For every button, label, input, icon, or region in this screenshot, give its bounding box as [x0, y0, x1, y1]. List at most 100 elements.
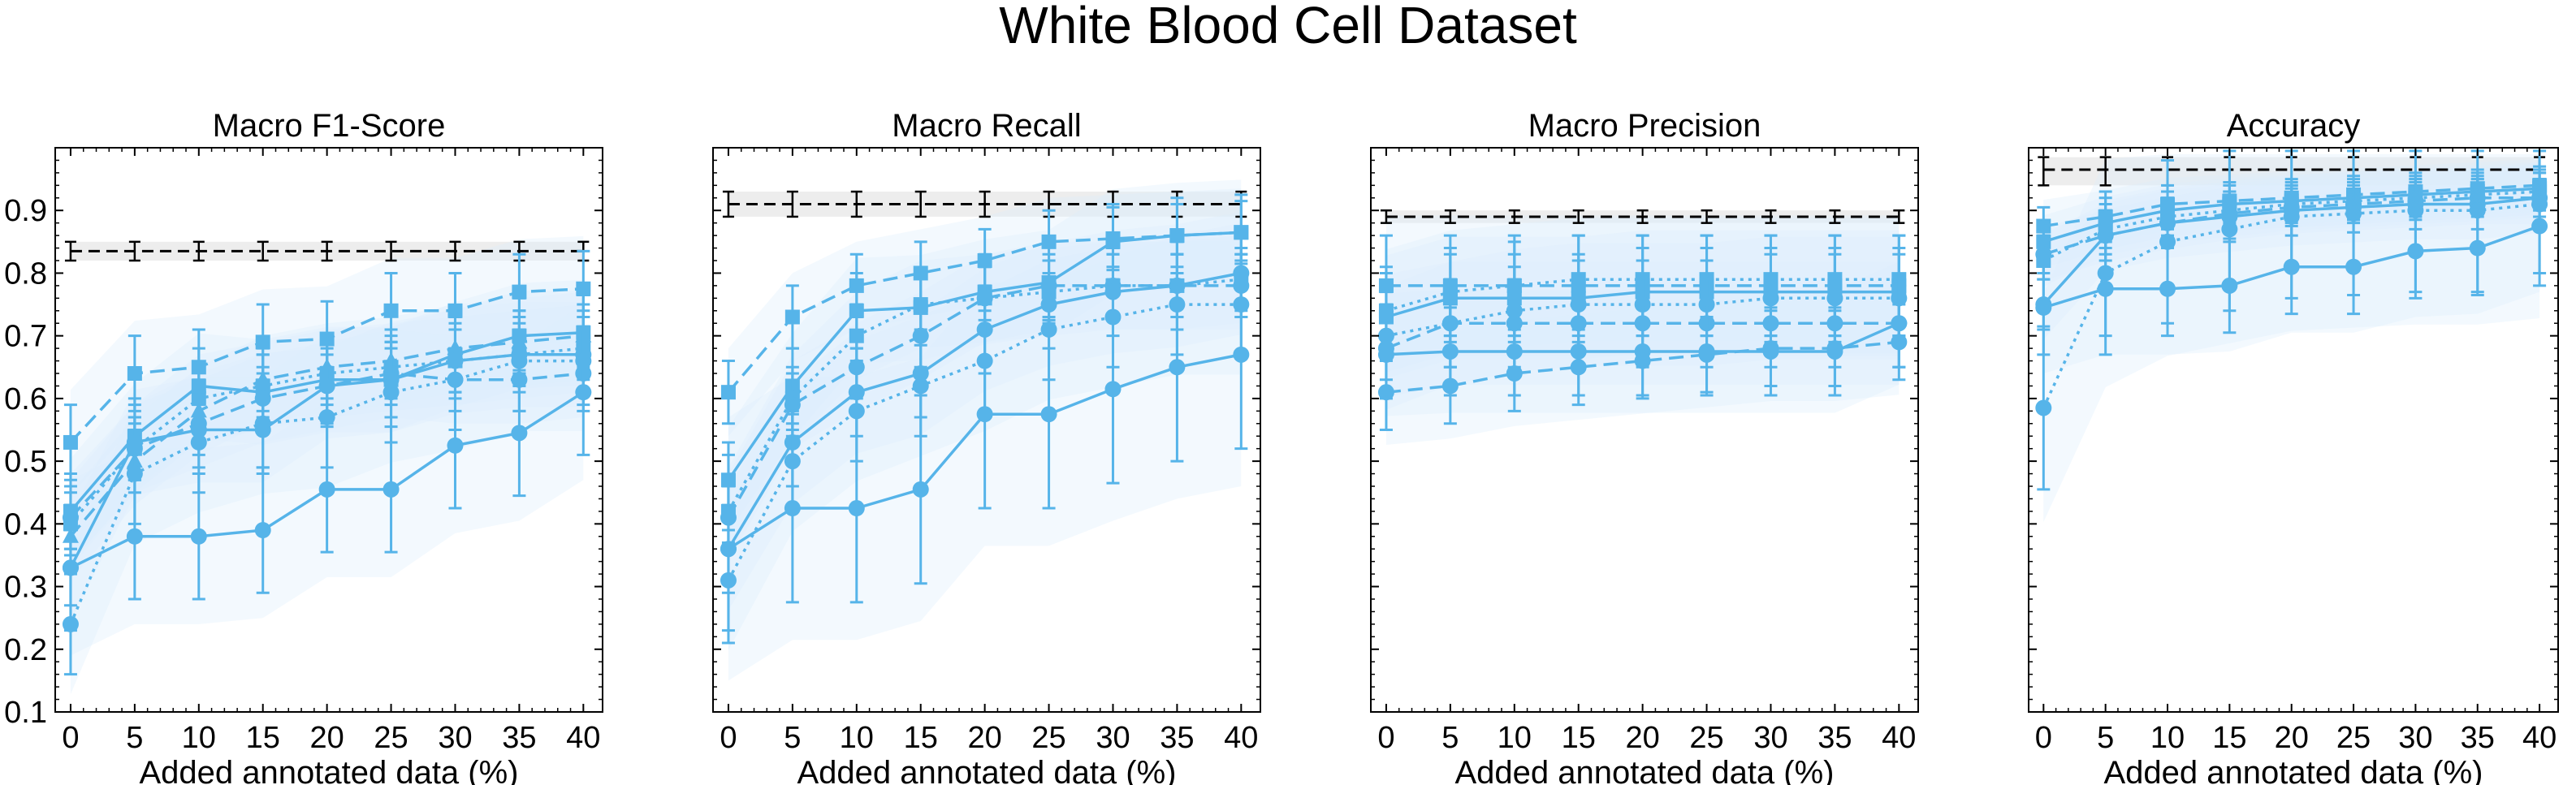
data-point: [720, 385, 736, 400]
panel-title: Macro Precision: [1528, 108, 1761, 144]
y-tick-label: 0.6: [4, 382, 47, 416]
data-point: [255, 334, 270, 350]
y-tick-label: 0.5: [4, 445, 47, 479]
panel-title: Macro Recall: [892, 108, 1081, 144]
data-point: [2283, 258, 2300, 275]
data-point: [784, 309, 800, 325]
x-tick-label: 30: [2398, 721, 2432, 755]
data-point: [912, 481, 929, 498]
series-line-6: [727, 303, 1242, 581]
data-point: [2159, 280, 2176, 297]
chart-panel-3: 0 5 10 15 20 25 30 35 40 Macro Precision Added ann…: [1370, 108, 1919, 785]
data-point: [2221, 221, 2238, 238]
data-point: [2221, 277, 2238, 294]
data-point: [1105, 234, 1121, 249]
data-point: [318, 481, 335, 498]
x-tick-label: 40: [1882, 721, 1916, 755]
x-tick-label: 15: [246, 721, 280, 755]
data-point: [2345, 258, 2362, 275]
data-point: [1169, 228, 1185, 244]
x-tick-label: 10: [840, 721, 874, 755]
data-point: [383, 303, 399, 318]
data-point: [254, 522, 271, 539]
data-point: [447, 303, 463, 318]
series-line-2: [1385, 278, 1900, 313]
x-tick-label: 25: [2336, 721, 2371, 755]
x-tick-label: 20: [309, 721, 344, 755]
data-point: [1233, 346, 1250, 363]
x-tick-label: 5: [126, 721, 143, 755]
x-tick-label: 30: [1753, 721, 1787, 755]
x-axis-label: Added annotated data (%): [1454, 755, 1834, 785]
y-tick-label: 0.3: [4, 571, 47, 605]
data-point: [2469, 239, 2486, 257]
x-tick-label: 5: [784, 721, 801, 755]
data-point: [1762, 340, 1779, 357]
data-point: [511, 425, 528, 442]
chart-panel-4: 0 5 10 15 20 25 30 35 40 Accuracy Added annotated …: [2028, 108, 2559, 785]
x-tick-label: 25: [1031, 721, 1065, 755]
data-point: [447, 437, 464, 454]
x-tick-label: 30: [438, 721, 472, 755]
series-line-4: [727, 284, 1242, 519]
data-point: [1698, 346, 1715, 363]
data-point: [511, 352, 528, 369]
y-tick-label: 0.2: [4, 633, 47, 667]
axes-frame: [712, 147, 1261, 713]
x-tick-label: 35: [1160, 721, 1194, 755]
axes-frame: [2028, 147, 2559, 713]
x-tick-label: 10: [2150, 721, 2185, 755]
data-point: [254, 415, 271, 432]
series-line-3: [2042, 190, 2540, 262]
data-point: [512, 284, 527, 300]
data-point: [720, 541, 737, 558]
data-point: [1169, 359, 1186, 376]
x-axis-label: Added annotated data (%): [2103, 755, 2483, 785]
x-tick-label: 5: [2097, 721, 2114, 755]
data-point: [1040, 406, 1057, 423]
x-tick-label: 25: [374, 721, 408, 755]
y-tick-label: 0.1: [4, 696, 47, 730]
x-tick-label: 15: [2212, 721, 2246, 755]
data-point: [1441, 377, 1459, 395]
data-point: [1634, 352, 1651, 369]
x-tick-label: 0: [2035, 721, 2052, 755]
data-point: [2407, 243, 2424, 260]
data-point: [126, 528, 143, 545]
data-point: [190, 433, 207, 451]
data-point: [576, 281, 591, 296]
data-point: [1826, 340, 1843, 357]
data-point: [976, 406, 993, 423]
panel-title: Macro F1-Score: [213, 108, 446, 144]
x-tick-label: 40: [2522, 721, 2557, 755]
data-point: [2035, 399, 2052, 416]
x-tick-label: 5: [1441, 721, 1459, 755]
data-point: [575, 384, 592, 401]
x-axis-label: Added annotated data (%): [797, 755, 1176, 785]
x-tick-label: 25: [1689, 721, 1723, 755]
data-point: [383, 384, 400, 401]
x-tick-label: 0: [720, 721, 737, 755]
data-point: [383, 481, 400, 498]
x-axis-label: Added annotated data (%): [139, 755, 518, 785]
series-line-6: [2042, 202, 2540, 409]
x-tick-label: 40: [1224, 721, 1258, 755]
data-point: [1506, 365, 1523, 382]
x-tick-label: 0: [62, 721, 79, 755]
data-point: [62, 559, 79, 576]
data-point: [2097, 280, 2114, 297]
data-point: [1891, 334, 1908, 351]
data-point: [190, 528, 207, 545]
x-tick-label: 10: [1498, 721, 1532, 755]
data-point: [1377, 384, 1394, 401]
data-point: [63, 434, 78, 450]
y-tick-label: 0.9: [4, 194, 47, 228]
y-tick-label: 0.7: [4, 320, 47, 354]
figure-title: White Blood Cell Dataset: [999, 0, 1577, 54]
data-point: [2035, 299, 2052, 316]
chart-panel-1: 0.1 0.2 0.3 0.4 0.5 0.6 0.7 0.8 0.9 0 5 10 15 20 25 30 3…: [4, 108, 603, 785]
x-tick-label: 0: [1377, 721, 1394, 755]
x-tick-label: 35: [502, 721, 536, 755]
x-tick-label: 20: [2275, 721, 2309, 755]
